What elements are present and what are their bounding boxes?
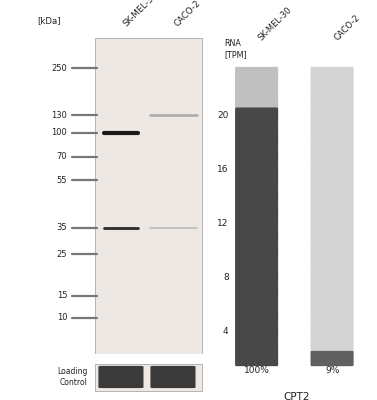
FancyBboxPatch shape	[311, 270, 354, 285]
FancyBboxPatch shape	[235, 310, 278, 326]
FancyBboxPatch shape	[98, 366, 144, 388]
FancyBboxPatch shape	[235, 297, 278, 312]
FancyBboxPatch shape	[311, 337, 354, 353]
Text: 20: 20	[217, 110, 229, 120]
FancyBboxPatch shape	[235, 175, 278, 190]
FancyBboxPatch shape	[235, 148, 278, 163]
Text: 4: 4	[223, 327, 229, 336]
FancyBboxPatch shape	[311, 202, 354, 217]
Text: CACO-2: CACO-2	[332, 13, 362, 42]
Text: 25: 25	[57, 250, 67, 259]
Text: 9%: 9%	[325, 366, 339, 374]
Text: Loading
Control: Loading Control	[58, 367, 88, 387]
Text: 35: 35	[57, 223, 67, 232]
FancyBboxPatch shape	[311, 189, 354, 204]
FancyBboxPatch shape	[311, 80, 354, 96]
FancyBboxPatch shape	[235, 108, 278, 123]
FancyBboxPatch shape	[311, 243, 354, 258]
Text: SK-MEL-30: SK-MEL-30	[121, 0, 159, 28]
FancyBboxPatch shape	[150, 366, 196, 388]
FancyBboxPatch shape	[235, 67, 278, 82]
FancyBboxPatch shape	[311, 256, 354, 272]
Text: 250: 250	[51, 64, 67, 72]
Text: CPT2: CPT2	[284, 392, 310, 400]
Text: CACO-2: CACO-2	[173, 0, 203, 28]
FancyBboxPatch shape	[235, 162, 278, 177]
Text: 15: 15	[57, 291, 67, 300]
FancyBboxPatch shape	[235, 216, 278, 231]
FancyBboxPatch shape	[235, 256, 278, 272]
FancyBboxPatch shape	[235, 202, 278, 217]
FancyBboxPatch shape	[95, 364, 202, 390]
FancyBboxPatch shape	[95, 38, 202, 354]
FancyBboxPatch shape	[235, 324, 278, 339]
FancyBboxPatch shape	[235, 121, 278, 136]
FancyBboxPatch shape	[235, 337, 278, 353]
FancyBboxPatch shape	[311, 310, 354, 326]
FancyBboxPatch shape	[311, 121, 354, 136]
Text: 16: 16	[217, 165, 229, 174]
Text: 12: 12	[217, 219, 229, 228]
FancyBboxPatch shape	[235, 189, 278, 204]
Text: 130: 130	[51, 111, 67, 120]
FancyBboxPatch shape	[311, 134, 354, 150]
FancyBboxPatch shape	[235, 270, 278, 285]
FancyBboxPatch shape	[311, 94, 354, 109]
FancyBboxPatch shape	[235, 134, 278, 150]
Text: High: High	[110, 367, 131, 376]
FancyBboxPatch shape	[311, 67, 354, 82]
FancyBboxPatch shape	[311, 283, 354, 298]
FancyBboxPatch shape	[235, 80, 278, 96]
FancyBboxPatch shape	[311, 297, 354, 312]
FancyBboxPatch shape	[311, 229, 354, 244]
Text: 100%: 100%	[244, 366, 270, 374]
FancyBboxPatch shape	[311, 324, 354, 339]
FancyBboxPatch shape	[235, 229, 278, 244]
FancyBboxPatch shape	[311, 108, 354, 123]
Text: 8: 8	[223, 273, 229, 282]
FancyBboxPatch shape	[311, 148, 354, 163]
FancyBboxPatch shape	[311, 351, 354, 366]
FancyBboxPatch shape	[235, 351, 278, 366]
Text: 70: 70	[57, 152, 67, 161]
Text: 10: 10	[57, 313, 67, 322]
Text: SK-MEL-30: SK-MEL-30	[257, 5, 294, 42]
Text: RNA
[TPM]: RNA [TPM]	[224, 39, 247, 59]
FancyBboxPatch shape	[311, 216, 354, 231]
FancyBboxPatch shape	[311, 175, 354, 190]
FancyBboxPatch shape	[311, 162, 354, 177]
Text: Low: Low	[164, 367, 182, 376]
FancyBboxPatch shape	[235, 94, 278, 109]
Text: 55: 55	[57, 176, 67, 185]
FancyBboxPatch shape	[235, 283, 278, 298]
Text: [kDa]: [kDa]	[38, 16, 61, 25]
FancyBboxPatch shape	[235, 243, 278, 258]
Text: 100: 100	[51, 128, 67, 137]
